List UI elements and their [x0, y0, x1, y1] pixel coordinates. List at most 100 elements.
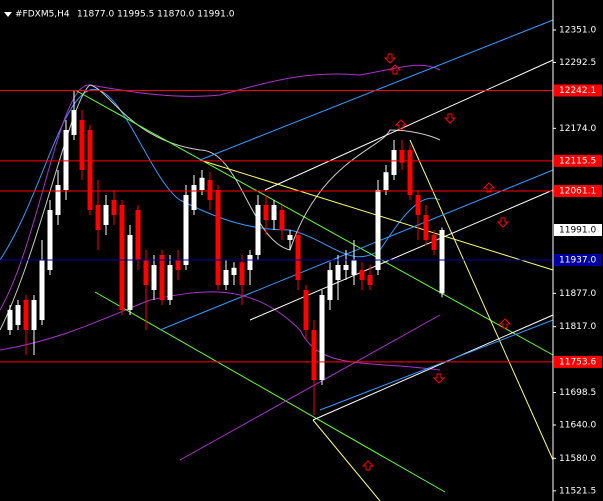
level-label-box [554, 185, 602, 198]
candle-body [423, 215, 429, 240]
trend-line [74, 89, 554, 356]
candle-body [335, 265, 341, 280]
candle-body [135, 210, 141, 260]
candle-body [407, 150, 413, 195]
candle-body [247, 255, 253, 270]
candle-body [183, 195, 189, 265]
candle-body [295, 235, 301, 280]
candle-body [55, 185, 61, 215]
y-tick-label: 11640.0 [559, 421, 596, 431]
candle-body [399, 150, 405, 163]
chart-title: #FDXM5,H4 [15, 10, 70, 20]
level-label: 11753.6 [559, 357, 596, 367]
up-arrow [498, 318, 512, 329]
y-tick-label: 12174.0 [559, 124, 596, 134]
candle-body [367, 275, 373, 285]
level-label-box [554, 84, 602, 97]
up-arrow [361, 460, 375, 471]
down-arrow [432, 373, 446, 384]
level-label-box [554, 154, 602, 167]
candle-body [151, 265, 157, 290]
candle-body [415, 195, 421, 215]
arrows [361, 53, 512, 471]
channel-line [312, 314, 554, 421]
trend-line [312, 419, 381, 501]
candle-body [351, 260, 357, 275]
y-tick-label: 12292.5 [559, 58, 596, 68]
trend-line [409, 139, 554, 461]
lower-band [0, 291, 441, 371]
channel-line [159, 169, 554, 331]
candle-body [15, 305, 21, 325]
up-arrow [388, 64, 402, 75]
candle-body [439, 230, 445, 294]
candle-body [111, 200, 117, 215]
candle-body [215, 190, 221, 285]
ohlc-readout: 11877.0 11995.5 11870.0 11991.0 [77, 10, 235, 20]
candle-body [391, 150, 397, 175]
y-tick-label: 11698.5 [559, 388, 596, 398]
channel-line [179, 314, 441, 461]
level-label-box [554, 224, 602, 236]
candle-body [175, 260, 181, 270]
candle-body [263, 205, 269, 220]
candle-body [255, 205, 261, 255]
candle-body [103, 205, 109, 225]
candle-body [311, 330, 317, 380]
candle-body [375, 190, 381, 270]
level-label: 12061.1 [559, 187, 596, 197]
y-tick-label: 11877.0 [559, 289, 596, 299]
candle-body [303, 290, 309, 330]
channel-line [319, 319, 554, 411]
channel-line [264, 59, 554, 191]
candle-body [79, 120, 85, 170]
candle-body [239, 262, 245, 285]
up-arrow [394, 119, 408, 130]
level-label: 11991.0 [559, 226, 596, 236]
candle-body [359, 270, 365, 280]
y-tick-label: 12351.0 [559, 26, 596, 36]
plot [0, 90, 553, 415]
down-arrow [496, 217, 510, 228]
candle-body [167, 265, 173, 300]
candle-body [223, 270, 229, 285]
y-tick-label: 11580.0 [559, 454, 596, 464]
candle-body [159, 255, 165, 300]
candle-body [23, 300, 29, 330]
candle-body [7, 310, 13, 330]
down-arrow [443, 113, 457, 124]
candle-body [343, 265, 349, 270]
candle-body [287, 235, 293, 240]
candle-body [383, 172, 389, 190]
level-label-box [554, 355, 602, 368]
up-arrow [482, 182, 496, 193]
candle-body [279, 210, 285, 230]
candle-body [119, 205, 125, 310]
candle-body [199, 177, 205, 190]
candle-body [71, 110, 77, 135]
level-label-box [554, 254, 602, 266]
candle-body [31, 300, 37, 330]
level-label: 12242.1 [559, 86, 596, 96]
menu-triangle [4, 12, 12, 17]
candle-body [207, 180, 213, 200]
candle-body [127, 235, 133, 310]
trend-line [94, 291, 446, 493]
channel-line [249, 189, 554, 321]
down-arrow [383, 53, 397, 64]
candle-body [47, 210, 53, 270]
y-tick-label: 11817.0 [559, 322, 596, 332]
candle-body [143, 260, 149, 285]
candle-body [191, 185, 197, 210]
candle-body [271, 205, 277, 220]
level-label: 12115.5 [559, 156, 596, 166]
candle-body [431, 235, 437, 250]
level-label: 11937.0 [559, 256, 596, 266]
candle-body [95, 205, 101, 230]
candle-body [39, 260, 45, 320]
candle-body [327, 270, 333, 300]
candle-body [231, 267, 237, 275]
candle-body [63, 130, 69, 190]
